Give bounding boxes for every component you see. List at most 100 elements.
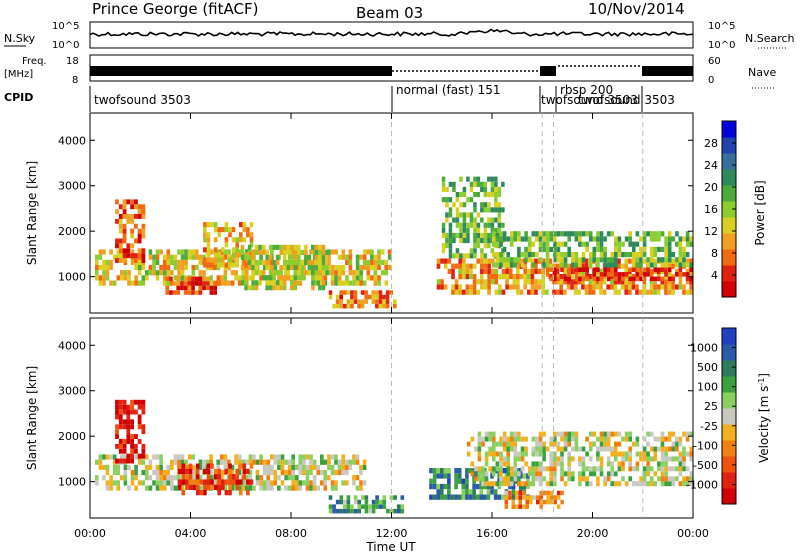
echo-cell	[501, 289, 506, 295]
echo-cell	[469, 212, 474, 218]
echo-cell	[275, 260, 280, 266]
echo-cell	[141, 443, 146, 449]
echo-cell	[166, 249, 171, 255]
colorbar-tick-label: 500	[697, 361, 718, 374]
echo-cell	[620, 284, 625, 290]
echo-cell	[284, 469, 288, 476]
echo-cell	[261, 249, 266, 255]
echo-cell	[223, 459, 228, 465]
echo-cell	[642, 456, 647, 462]
nsky-strip: N.Sky 10^5 10^0 10^5 10^0 N.Search	[4, 21, 795, 51]
echo-cell	[455, 207, 460, 213]
echo-cell	[588, 471, 593, 477]
echo-cell	[348, 254, 353, 260]
echo-cell	[553, 481, 557, 487]
echo-cell	[495, 461, 500, 467]
echo-cell	[595, 279, 600, 285]
echo-cell	[141, 275, 146, 281]
echo-cell	[499, 466, 503, 472]
echo-cell	[545, 231, 550, 237]
echo-cell	[635, 272, 640, 277]
echo-cell	[141, 448, 146, 454]
echo-cell	[577, 279, 582, 285]
echo-cell	[380, 270, 385, 276]
echo-cell	[549, 236, 553, 242]
echo-cell	[230, 469, 235, 476]
echo-cell	[134, 469, 138, 476]
echo-cell	[501, 494, 505, 500]
echo-cell	[217, 257, 221, 263]
echo-cell	[137, 270, 142, 276]
echo-cell	[118, 248, 123, 254]
echo-cell	[573, 284, 578, 290]
echo-cell	[305, 480, 310, 486]
echo-cell	[95, 264, 99, 271]
echo-cell	[483, 279, 488, 285]
echo-cell	[311, 280, 315, 286]
echo-cell	[499, 257, 503, 263]
echo-cell	[563, 481, 568, 487]
echo-cell	[195, 484, 200, 490]
echo-cell	[585, 231, 589, 237]
echo-cell	[617, 276, 622, 282]
echo-cell	[632, 276, 636, 282]
echo-cell	[332, 504, 336, 509]
echo-cell	[371, 290, 376, 295]
echo-cell	[570, 274, 574, 280]
echo-cell	[567, 252, 571, 258]
echo-cell	[516, 268, 520, 274]
echo-cell	[664, 257, 668, 263]
echo-cell	[287, 485, 292, 491]
echo-cell	[639, 476, 643, 482]
echo-cell	[574, 257, 579, 263]
echo-cell	[177, 259, 181, 265]
echo-cell	[639, 481, 643, 487]
echo-cell	[346, 495, 351, 500]
echo-cell	[667, 456, 672, 462]
echo-cell	[123, 475, 128, 481]
echo-cell	[505, 279, 509, 285]
echo-cell	[531, 446, 536, 452]
y-tick-label: 4000	[58, 134, 86, 147]
echo-cell	[494, 181, 498, 187]
echo-cell	[334, 249, 338, 255]
echo-cell	[689, 456, 693, 462]
echo-cell	[134, 409, 138, 415]
echo-cell	[357, 504, 361, 509]
echo-cell	[527, 274, 531, 280]
echo-cell	[682, 246, 686, 252]
echo-cell	[266, 469, 270, 476]
echo-cell	[352, 475, 356, 481]
echo-cell	[541, 284, 545, 290]
echo-cell	[330, 485, 335, 491]
echo-cell	[480, 248, 484, 254]
echo-cell	[345, 280, 349, 286]
echo-cell	[440, 468, 444, 474]
echo-cell	[162, 264, 167, 271]
echo-cell	[348, 280, 353, 286]
echo-cell	[553, 476, 557, 482]
echo-cell	[265, 280, 269, 286]
echo-cell	[231, 227, 236, 233]
echo-cell	[516, 279, 520, 285]
echo-cell	[311, 244, 315, 250]
echo-cell	[375, 504, 379, 509]
echo-cell	[137, 453, 142, 459]
echo-cell	[664, 279, 668, 285]
echo-cell	[671, 466, 676, 472]
echo-cell	[571, 257, 575, 263]
echo-cell	[159, 464, 163, 470]
echo-cell	[309, 485, 313, 491]
echo-cell	[335, 303, 340, 309]
echo-cell	[502, 262, 507, 268]
echo-cell	[216, 464, 220, 470]
echo-cell	[443, 494, 448, 500]
echo-cell	[345, 254, 349, 260]
echo-cell	[563, 289, 567, 295]
echo-cell	[548, 258, 553, 264]
echo-cell	[130, 453, 134, 459]
echo-cell	[560, 252, 564, 258]
echo-cell	[234, 454, 238, 460]
echo-cell	[678, 441, 683, 447]
echo-cell	[259, 454, 263, 460]
